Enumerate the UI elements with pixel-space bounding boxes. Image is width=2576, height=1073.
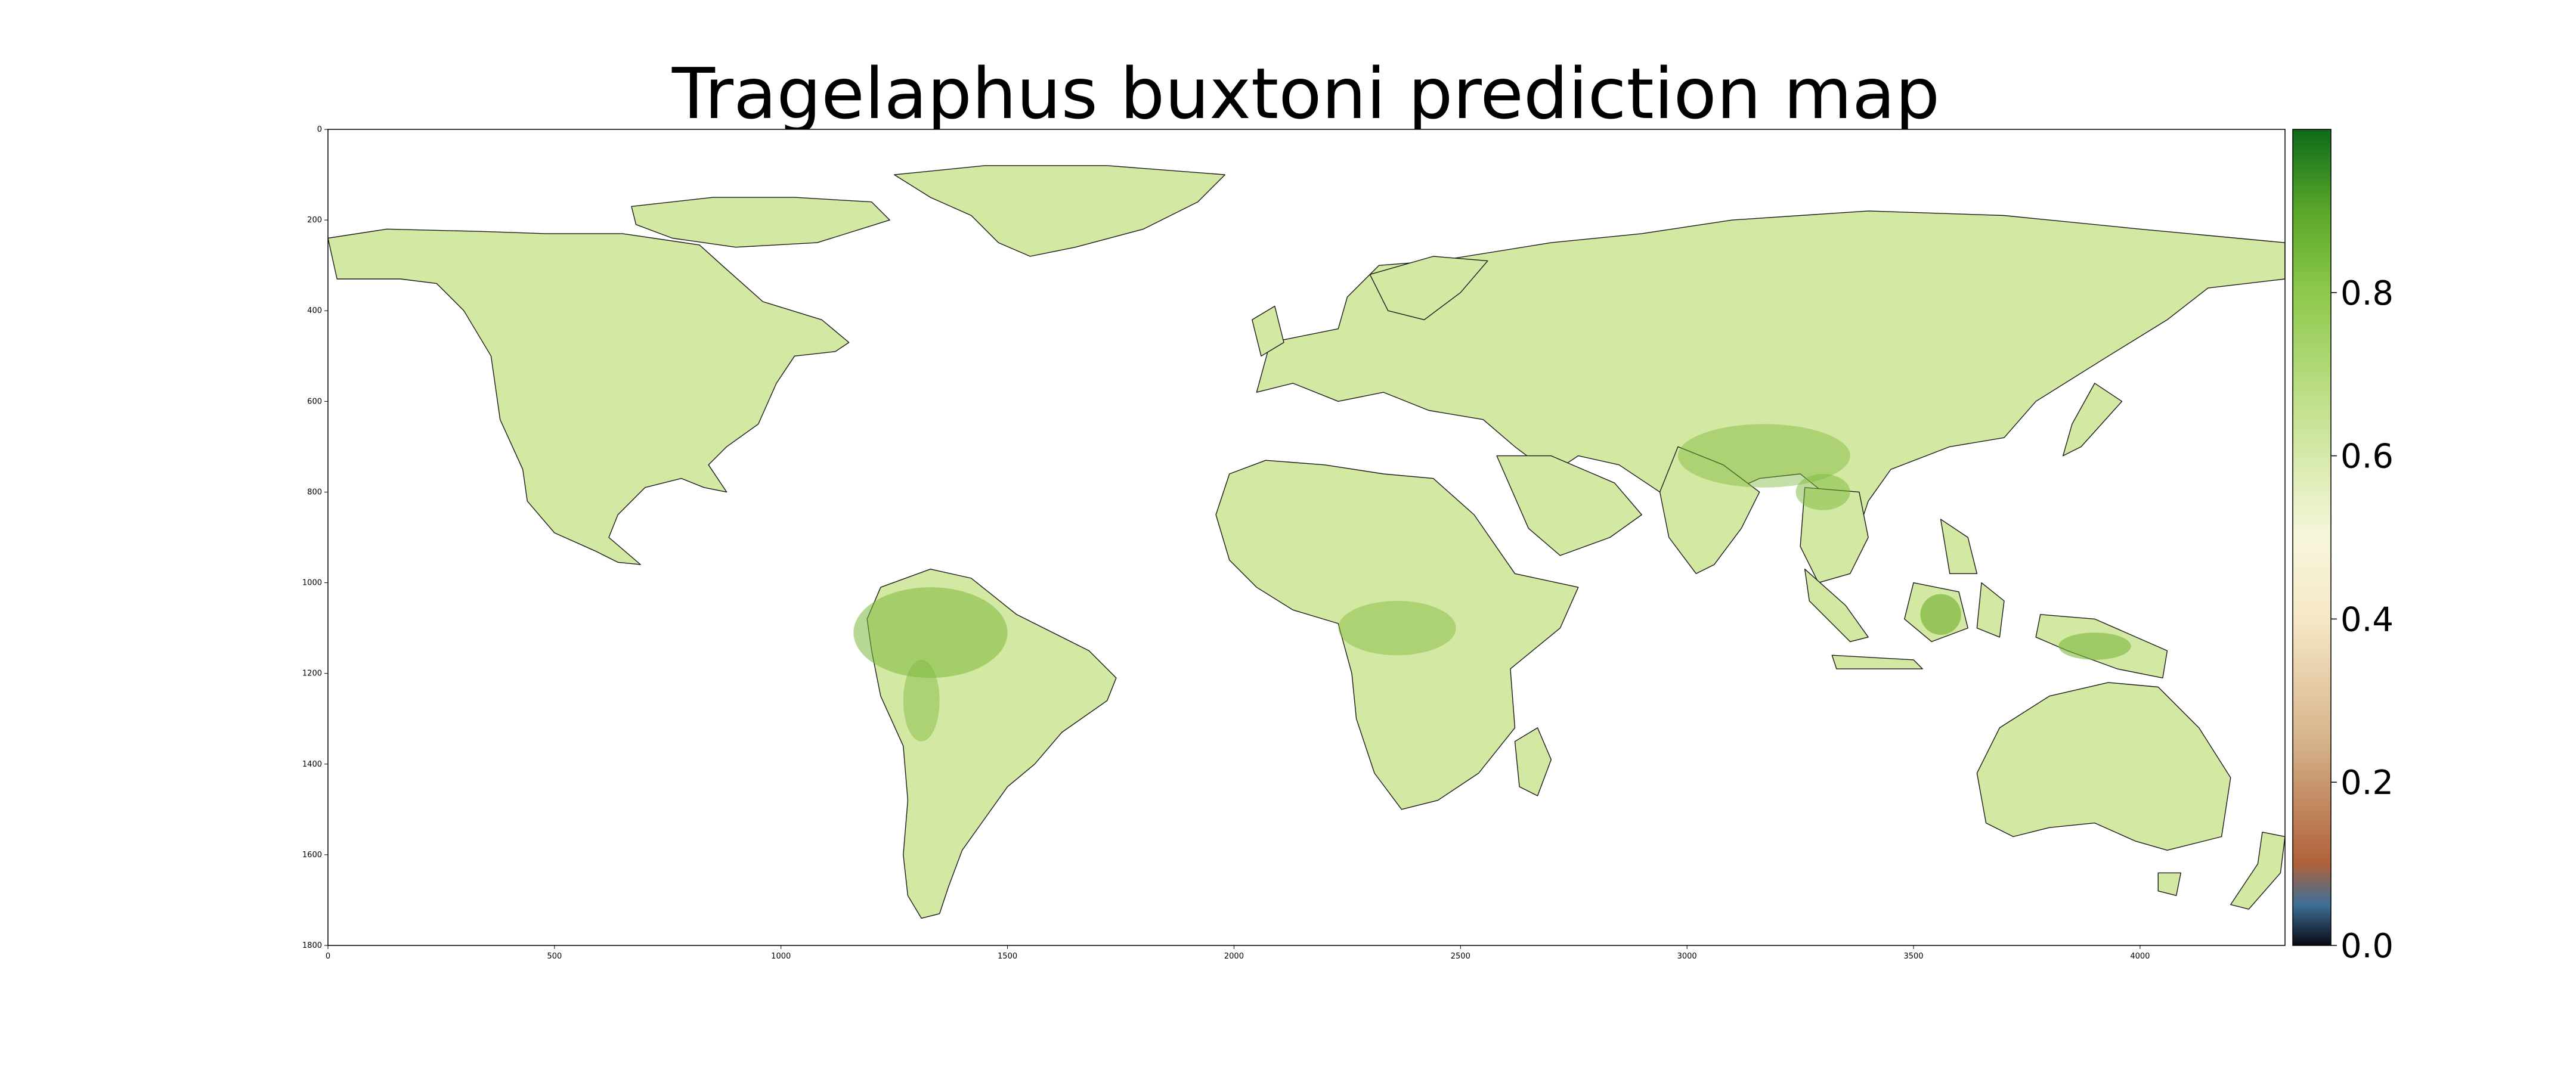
hotspot-himalaya-east	[1795, 474, 1850, 510]
hotspot-andes-central	[903, 659, 940, 742]
landmass-india	[1659, 446, 1760, 574]
y-tick-label: 0	[317, 125, 322, 134]
x-tick-label: 500	[547, 952, 562, 961]
colorbar-graphic: 0.0 0.2 0.4 0.6 0.8	[2292, 129, 2394, 966]
x-axis-ticks: 0 500 1000 1500 2000 2500 3000 3500 4000	[326, 945, 2150, 961]
colorbar-tick-label: 0.8	[2340, 274, 2394, 313]
hotspot-borneo-core	[1920, 594, 1961, 635]
hotspot-congo-basin	[1338, 600, 1456, 656]
x-tick-label: 3000	[1677, 952, 1697, 961]
x-tick-label: 3500	[1903, 952, 1923, 961]
y-axis-ticks: 0 200 400 600 800 1000 1200 1400 1600 1800	[302, 125, 328, 950]
hotspot-new-guinea-core	[2058, 632, 2131, 660]
world-map: 0 500 1000 1500 2000 2500 3000 3500 4000 0 200 400…	[302, 125, 2286, 961]
y-tick-label: 1600	[302, 851, 322, 860]
landmass-java	[1831, 655, 1923, 669]
y-tick-label: 600	[307, 397, 322, 406]
hotspot-tibet-plateau	[1677, 424, 1850, 488]
x-tick-label: 2000	[1224, 952, 1244, 961]
colorbar-tick-label: 0.6	[2340, 438, 2394, 476]
colorbar-ticks: 0.0 0.2 0.4 0.6 0.8	[2331, 274, 2394, 966]
landmass-sumatra	[1804, 569, 1869, 643]
x-tick-label: 2500	[1451, 952, 1470, 961]
hotspot-amazon-basin	[853, 587, 1008, 678]
landmass-arabia	[1496, 455, 1642, 556]
colorbar-tick-label: 0.4	[2340, 600, 2394, 639]
map-title: Tragelaphus buxtoni prediction map	[671, 52, 1940, 135]
landmass-madagascar	[1514, 727, 1552, 796]
landmass-africa	[1215, 460, 1579, 810]
landmass-australia	[1976, 682, 2231, 851]
landmass-arctic-islands	[631, 197, 890, 248]
high-probability-layer	[853, 424, 2131, 742]
landmass-north-america	[328, 228, 850, 565]
landmass-scandinavia	[1369, 256, 1488, 321]
y-tick-label: 800	[307, 488, 322, 497]
y-tick-label: 400	[307, 306, 322, 315]
map-frame-border	[327, 129, 2286, 946]
map-panel: 0 500 1000 1500 2000 2500 3000 3500 4000 0 200 400…	[302, 125, 2286, 961]
x-tick-label: 4000	[2130, 952, 2150, 961]
landmass-sulawesi	[1976, 582, 2005, 638]
colorbar-tick-label: 0.2	[2340, 764, 2394, 802]
landmass-indochina	[1800, 487, 1869, 584]
colorbar-tick-label: 0.0	[2340, 927, 2394, 966]
landmass-greenland	[894, 165, 1226, 257]
landmass-japan	[2062, 383, 2123, 457]
x-tick-label: 1500	[998, 952, 1017, 961]
landmass-uk	[1252, 305, 1284, 356]
y-tick-label: 1400	[302, 760, 322, 769]
y-tick-label: 1800	[302, 941, 322, 950]
landmass-tasmania	[2157, 872, 2182, 897]
x-tick-label: 0	[326, 952, 330, 961]
colorbar: 0.0 0.2 0.4 0.6 0.8	[2292, 129, 2394, 966]
landmass-new-zealand	[2230, 832, 2285, 910]
y-tick-label: 200	[307, 216, 322, 225]
y-tick-label: 1200	[302, 669, 322, 678]
x-tick-label: 1000	[771, 952, 791, 961]
y-tick-label: 1000	[302, 579, 322, 588]
landmass-philippines	[1940, 519, 1978, 574]
colorbar-gradient	[2292, 129, 2332, 946]
